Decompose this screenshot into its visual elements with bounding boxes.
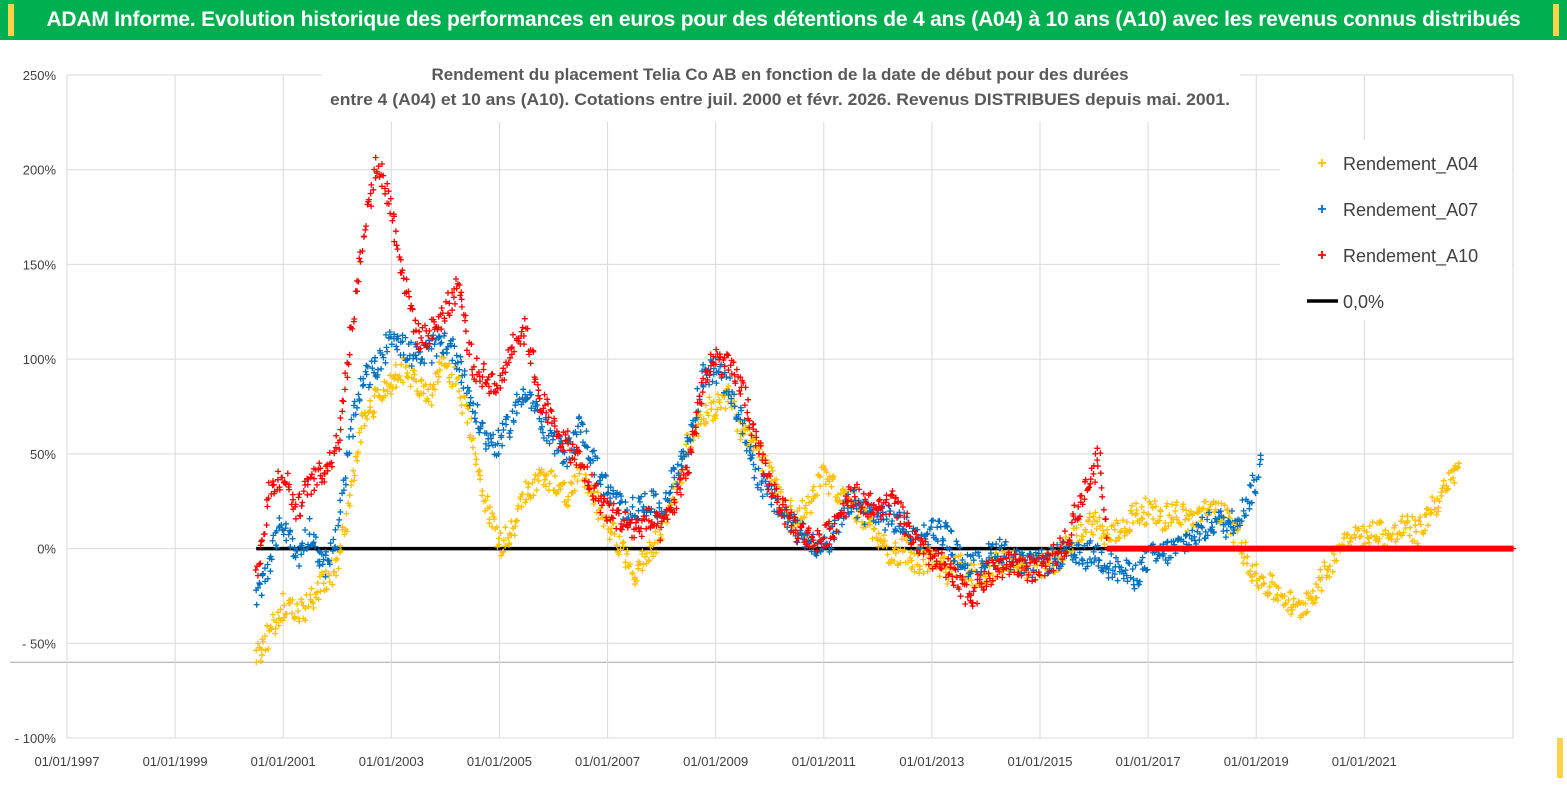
performance-chart: 250% 200% 150% 100% 50% 0% - 50% - 100% 01/01/19… xyxy=(10,60,1516,769)
x-tick-label: 01/01/2015 xyxy=(1007,754,1072,769)
banner-right-marker xyxy=(1553,4,1559,36)
y-tick-label: - 100% xyxy=(15,731,57,746)
series-markers xyxy=(252,154,1516,610)
y-tick-label: 50% xyxy=(30,447,56,462)
plot-area xyxy=(66,74,1514,739)
corner-marker xyxy=(1557,738,1563,778)
x-tick-label: 01/01/2019 xyxy=(1224,754,1289,769)
series-markers xyxy=(253,354,1462,666)
report-banner-title: ADAM Informe. Evolution historique des p… xyxy=(46,8,1521,31)
legend-label: Rendement_A04 xyxy=(1343,154,1478,175)
x-tick-label: 01/01/2011 xyxy=(792,754,856,769)
legend-label: 0,0% xyxy=(1343,292,1384,312)
y-tick-label: - 50% xyxy=(22,636,56,651)
x-tick-label: 01/01/1999 xyxy=(143,754,208,769)
x-tick-label: 01/01/2017 xyxy=(1116,754,1181,769)
legend-marker-Rendement_A04 xyxy=(1318,159,1326,167)
y-tick-label: 0% xyxy=(37,542,56,557)
x-tick-label: 01/01/2021 xyxy=(1332,754,1397,769)
legend-box xyxy=(1280,140,1512,320)
x-tick-label: 01/01/2013 xyxy=(899,754,964,769)
legend-label: Rendement_A07 xyxy=(1343,200,1478,221)
chart-title-backing xyxy=(322,60,1240,122)
x-tick-label: 01/01/2005 xyxy=(467,754,532,769)
y-tick-label: 100% xyxy=(23,352,57,367)
x-tick-label: 01/01/2001 xyxy=(251,754,316,769)
x-tick-label: 01/01/2007 xyxy=(575,754,640,769)
y-tick-label: 250% xyxy=(23,68,57,83)
legend-label: Rendement_A10 xyxy=(1343,246,1478,267)
series-Rendement_A10 xyxy=(252,154,1516,610)
series-Rendement_A04 xyxy=(253,354,1462,666)
x-tick-label: 01/01/2003 xyxy=(359,754,424,769)
chart-title-line1: Rendement du placement Telia Co AB en fo… xyxy=(431,65,1128,84)
legend-marker-Rendement_A10 xyxy=(1318,251,1326,259)
banner-left-marker xyxy=(8,4,14,36)
x-tick-label: 01/01/2009 xyxy=(683,754,748,769)
y-tick-label: 150% xyxy=(23,257,57,272)
legend-marker-Rendement_A07 xyxy=(1318,205,1326,213)
x-tick-label: 01/01/1997 xyxy=(34,754,99,769)
report-banner: ADAM Informe. Evolution historique des p… xyxy=(0,0,1567,40)
chart-title-line2: entre 4 (A04) et 10 ans (A10). Cotations… xyxy=(330,90,1230,109)
y-tick-label: 200% xyxy=(23,163,57,178)
